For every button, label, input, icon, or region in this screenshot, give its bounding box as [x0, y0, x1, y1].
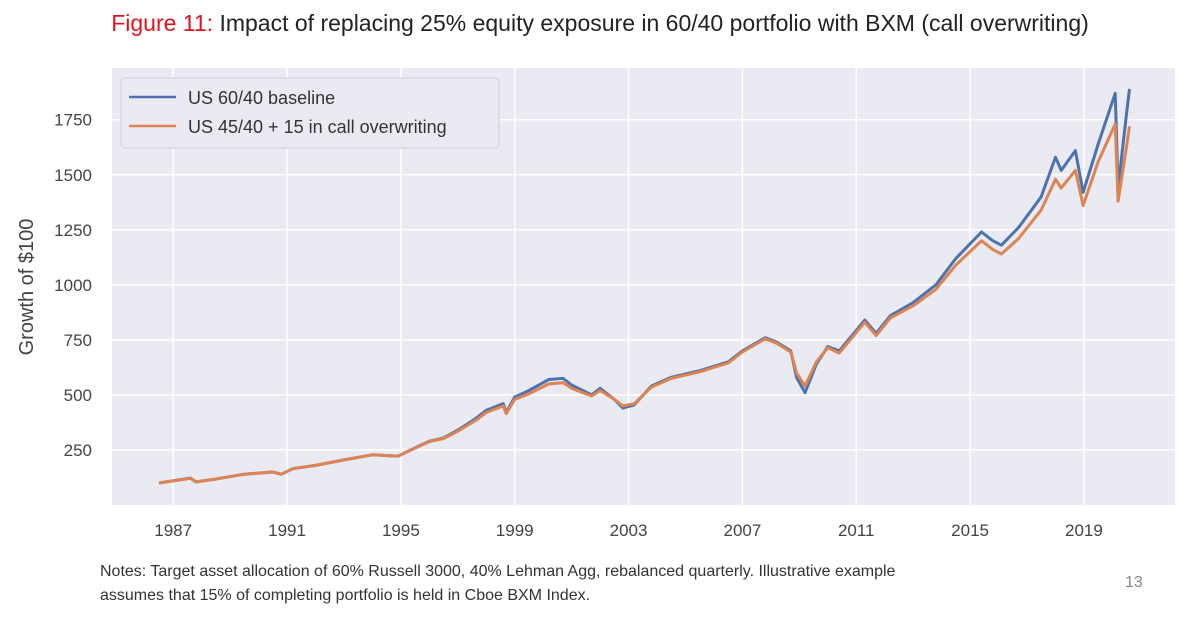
x-tick-label: 2015: [951, 521, 989, 540]
line-chart: 1987 1991 1995 1999 2003 2007 2011 2015 2019 250 5…: [16, 68, 1175, 540]
legend: US 60/40 baseline US 45/40 + 15 in call …: [120, 77, 500, 149]
series-line-call-overwriting: [158, 122, 1131, 485]
x-tick-label: 2007: [723, 521, 761, 540]
x-tick-label: 2011: [838, 521, 875, 540]
x-tick-label: 1995: [382, 521, 420, 540]
notes-line-1: Notes: Target asset allocation of 60% Ru…: [100, 563, 896, 580]
page-number: 13: [1125, 574, 1143, 591]
y-tick-label: 250: [64, 441, 92, 460]
y-tick-label: 1000: [54, 276, 92, 295]
notes-line-2: assumes that 15% of completing portfolio…: [100, 587, 591, 604]
x-tick-label: 2019: [1065, 521, 1103, 540]
figure-number: Figure 11:: [111, 10, 214, 36]
y-tick-label: 500: [64, 386, 92, 405]
legend-label-baseline: US 60/40 baseline: [188, 88, 335, 108]
legend-box: [120, 77, 500, 149]
x-tick-label: 1991: [268, 521, 306, 540]
y-tick-label: 750: [64, 331, 92, 350]
y-axis-label: Growth of $100: [16, 219, 38, 356]
y-tick-label: 1250: [54, 221, 92, 240]
figure-title: Figure 11: Impact of replacing 25% equit…: [0, 10, 1200, 37]
y-tick-label: 1750: [54, 111, 92, 130]
legend-label-overwriting: US 45/40 + 15 in call overwriting: [188, 117, 447, 137]
x-tick-label: 1987: [154, 521, 192, 540]
notes: Notes: Target asset allocation of 60% Ru…: [100, 560, 895, 608]
figure-title-text: Impact of replacing 25% equity exposure …: [219, 10, 1089, 36]
x-tick-label: 1999: [496, 521, 534, 540]
x-tick-label: 2003: [610, 521, 648, 540]
y-tick-label: 1500: [54, 166, 92, 185]
